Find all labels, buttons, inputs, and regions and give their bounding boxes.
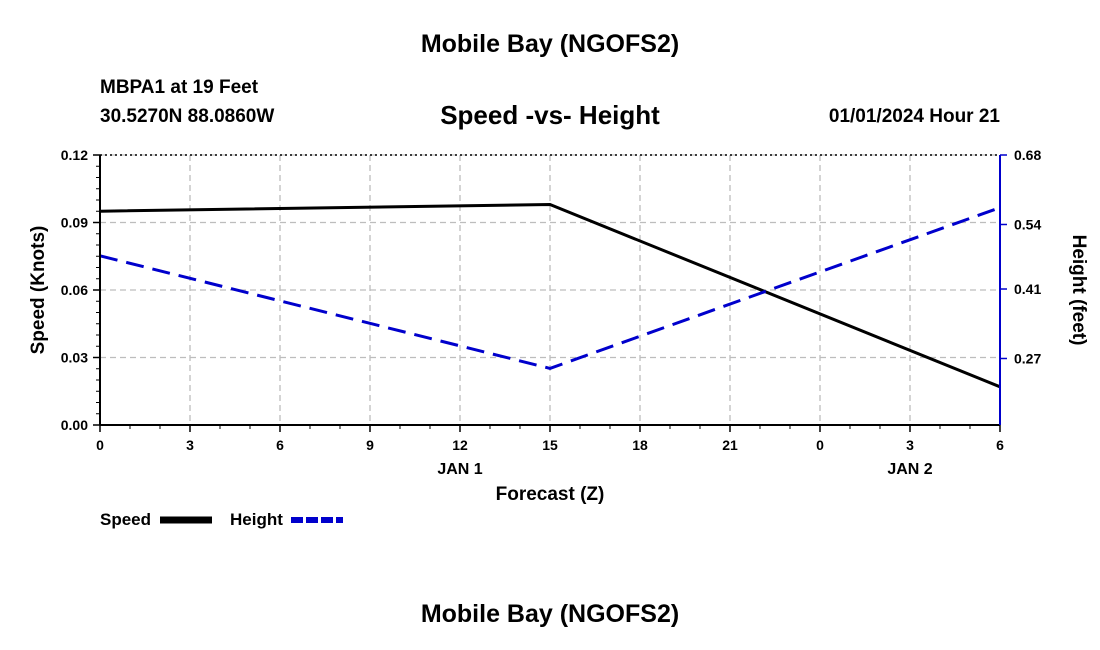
series-line-height: [99, 206, 1001, 370]
y-left-tick-label: 0.03: [61, 350, 88, 366]
x-date-label: JAN 1: [437, 461, 482, 478]
y-left-tick-label: 0.00: [61, 417, 88, 433]
footer-title: Mobile Bay (NGOFS2): [420, 600, 680, 628]
x-axis-title: Forecast (Z): [496, 484, 605, 505]
x-tick-label: 15: [542, 437, 558, 453]
y-axis-right-title: Height (feet): [1068, 235, 1089, 346]
series-line-speed: [99, 202, 1001, 389]
x-tick-label: 6: [996, 437, 1004, 453]
x-tick-label: 12: [452, 437, 468, 453]
x-tick-label: 9: [366, 437, 374, 453]
y-left-tick-label: 0.12: [61, 147, 88, 163]
x-tick-label: 18: [632, 437, 648, 453]
x-date-label: JAN 2: [887, 461, 932, 478]
station-coordinates: 30.5270N 88.0860W: [100, 106, 275, 127]
legend-speed-label: Speed: [100, 510, 152, 529]
page-title: Mobile Bay (NGOFS2): [420, 30, 680, 58]
chart-title: Speed -vs- Height: [440, 100, 660, 130]
x-tick-label: 0: [816, 437, 824, 453]
y-axis-left-title: Speed (Knots): [28, 226, 49, 355]
x-tick-label: 0: [96, 437, 104, 453]
legend-speed: Speed: [100, 510, 151, 530]
x-tick-label: 6: [276, 437, 284, 453]
y-left-tick-label: 0.09: [61, 215, 88, 231]
x-tick-label: 3: [906, 437, 914, 453]
station-label: MBPA1 at 19 Feet: [100, 77, 259, 98]
y-right-tick-label: 0.68: [1014, 147, 1041, 163]
y-right-tick-label: 0.54: [1014, 216, 1041, 232]
y-right-tick-label: 0.27: [1014, 350, 1041, 366]
y-left-tick-label: 0.06: [61, 282, 88, 298]
forecast-datetime: 01/01/2024 Hour 21: [828, 106, 1000, 127]
x-tick-label: 21: [722, 437, 738, 453]
y-right-tick-label: 0.41: [1014, 281, 1041, 297]
x-tick-label: 3: [186, 437, 194, 453]
legend-height-label: Height: [230, 510, 283, 529]
legend-height: Height: [230, 510, 283, 530]
